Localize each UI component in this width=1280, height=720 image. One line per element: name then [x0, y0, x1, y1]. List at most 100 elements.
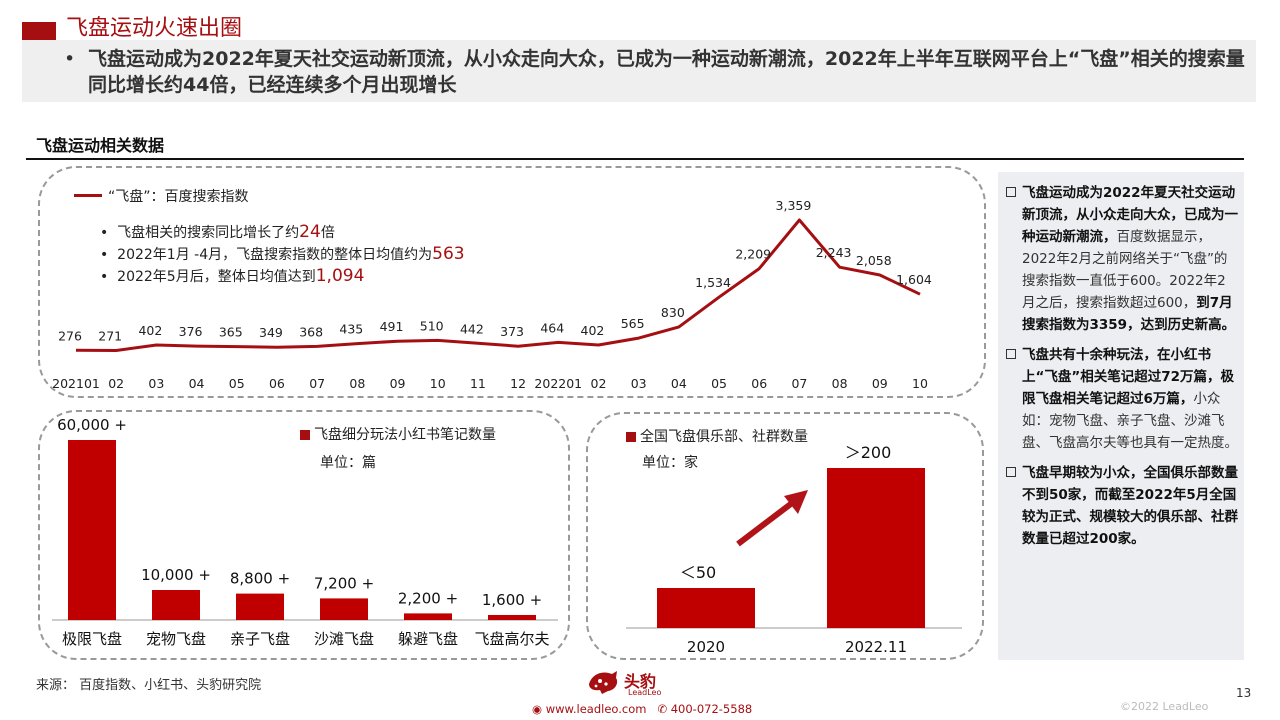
checkbox-bullet-icon — [1006, 349, 1016, 359]
category-label: 飞盘高尔夫 — [474, 630, 549, 648]
data-label: 3,359 — [776, 198, 812, 213]
x-tick-label: 02 — [591, 376, 607, 391]
x-tick-label: 08 — [832, 376, 848, 391]
x-tick-label: 02 — [108, 376, 124, 391]
data-label: 435 — [339, 322, 363, 337]
category-label: 躲避飞盘 — [398, 630, 458, 648]
data-label: 402 — [581, 323, 605, 338]
bullet-1-prefix: 飞盘相关的搜索同比增长了约 — [117, 225, 300, 241]
category-label: 极限飞盘 — [62, 630, 122, 648]
data-label: 2,058 — [856, 253, 892, 268]
x-tick-label: 06 — [269, 376, 285, 391]
checkbox-bullet-icon — [1006, 467, 1016, 477]
right-insight-panel: 飞盘运动成为2022年夏天社交运动新顶流，从小众走向大众，已成为一种运动新潮流，… — [998, 172, 1244, 660]
x-tick-label: 10 — [430, 376, 446, 391]
page-title: 飞盘运动火速出圈 — [66, 16, 243, 41]
x-tick-label: 202101 — [52, 376, 100, 391]
data-label: 510 — [420, 318, 444, 333]
globe-icon: ◉ — [532, 702, 543, 716]
data-label: 7,200 + — [314, 574, 374, 592]
data-label: 365 — [219, 325, 243, 340]
x-tick-label: 06 — [751, 376, 767, 391]
bar-chart-1: 60,000 + 极限飞盘 10,000 + 宠物飞盘 8,800 + 亲子飞盘 7,200… — [52, 416, 558, 648]
insight-item: 飞盘运动成为2022年夏天社交运动新顶流，从小众走向大众，已成为一种运动新潮流，… — [1006, 182, 1238, 336]
bar-chart-2-box — [586, 412, 984, 660]
data-label: ＞200 — [845, 443, 892, 462]
line-bullet-1: • 飞盘相关的搜索同比增长了约24倍 — [100, 222, 335, 242]
bar-chart-2-legend-swatch — [626, 432, 636, 442]
data-label: 10,000 + — [141, 566, 211, 584]
x-tick-label: 07 — [791, 376, 807, 391]
line-legend-swatch — [74, 194, 102, 197]
x-tick-label: 05 — [229, 376, 245, 391]
data-label: 402 — [138, 323, 162, 338]
bullet-1-value: 24 — [299, 222, 321, 242]
data-label: 2,243 — [816, 245, 852, 260]
category-label: 2020 — [687, 638, 725, 656]
trend-arrow-shaft — [736, 497, 798, 547]
data-label: 368 — [299, 324, 323, 339]
x-tick-label: 04 — [189, 376, 205, 391]
data-label: 830 — [661, 305, 685, 320]
bar-chart-2: ＜50 2020 ＞200 2022.11 — [626, 443, 962, 656]
x-tick-label: 08 — [349, 376, 365, 391]
data-label: 442 — [460, 321, 484, 336]
checkbox-bullet-icon — [1006, 187, 1016, 197]
footer-contact: ◉ www.leadleo.com ✆ 400-072-5588 — [532, 702, 752, 716]
bullet-3-value: 1,094 — [315, 266, 365, 286]
page-number: 13 — [1236, 686, 1252, 700]
bullet-1-suffix: 倍 — [320, 225, 335, 241]
line-chart-box — [38, 166, 986, 398]
category-label: 宠物飞盘 — [146, 630, 206, 648]
line-chart: 276 271 402 376 365 349 368 435 491 510 442 373 464 4… — [52, 198, 932, 391]
x-tick-label: 10 — [912, 376, 928, 391]
x-tick-label: 11 — [470, 376, 486, 391]
data-label: 2,200 + — [398, 589, 458, 607]
data-label: ＜50 — [680, 563, 716, 582]
x-tick-label: 07 — [309, 376, 325, 391]
insight-3-bold: 飞盘早期较为小众，全国俱乐部数量不到50家，而截至2022年5月全国较为正式、规… — [1022, 465, 1238, 547]
bar-chart-1-legend-swatch — [300, 430, 310, 440]
data-label: 60,000 + — [57, 416, 127, 434]
bar — [488, 615, 536, 620]
bar — [236, 593, 284, 620]
data-label: 1,600 + — [482, 591, 542, 609]
banner-bullet: • — [64, 48, 76, 70]
bar — [68, 440, 116, 620]
insight-1-bold-end: 到7月搜索指数为3359，达到历史新高。 — [1022, 295, 1236, 333]
x-tick-label: 12 — [510, 376, 526, 391]
line-legend-label: “飞盘”：百度搜索指数 — [108, 189, 249, 205]
x-tick-label: 05 — [711, 376, 727, 391]
category-label: 沙滩飞盘 — [314, 630, 374, 648]
bar-chart-1-title: 飞盘细分玩法小红书笔记数量 — [314, 427, 496, 443]
trend-arrow-head-icon — [784, 490, 808, 514]
section-divider — [26, 158, 1244, 160]
data-label: 271 — [98, 329, 122, 344]
bar-chart-2-title: 全国飞盘俱乐部、社群数量 — [640, 429, 808, 445]
bar — [152, 590, 200, 620]
website-link[interactable]: www.leadleo.com — [545, 702, 647, 716]
bullet-3-prefix: 2022年5月后，整体日均值达到 — [117, 269, 316, 285]
x-tick-label: 202201 — [534, 376, 582, 391]
logo-subtext: LeadLeo — [628, 688, 662, 697]
category-label: 2022.11 — [845, 638, 907, 656]
data-label: 376 — [179, 324, 203, 339]
logo-text: 头豹 — [624, 672, 657, 691]
data-label: 1,534 — [695, 275, 731, 290]
bar-chart-1-unit: 单位：篇 — [320, 455, 376, 471]
data-label: 276 — [58, 328, 82, 343]
data-label: 565 — [621, 316, 645, 331]
x-tick-label: 09 — [872, 376, 888, 391]
insight-item: 飞盘共有十余种玩法，在小红书上“飞盘”相关笔记超过72万篇，极限飞盘相关笔记超过… — [1006, 344, 1238, 454]
insight-item: 飞盘早期较为小众，全国俱乐部数量不到50家，而截至2022年5月全国较为正式、规… — [1006, 462, 1238, 550]
bullet-2-prefix: 2022年1月 -4月，飞盘搜索指数的整体日均值约为 — [117, 247, 433, 263]
bar — [404, 613, 452, 620]
banner-text: 飞盘运动成为2022年夏天社交运动新顶流，从小众走向大众，已成为一种运动新潮流，… — [88, 48, 1245, 96]
x-tick-label: 03 — [631, 376, 647, 391]
data-label: 1,604 — [896, 272, 932, 287]
bar-chart-1-box — [38, 410, 570, 660]
data-label: 349 — [259, 325, 283, 340]
bar-chart-2-unit: 单位：家 — [642, 455, 698, 471]
bar — [827, 468, 925, 628]
summary-banner: • 飞盘运动成为2022年夏天社交运动新顶流，从小众走向大众，已成为一种运动新潮… — [22, 40, 1256, 102]
